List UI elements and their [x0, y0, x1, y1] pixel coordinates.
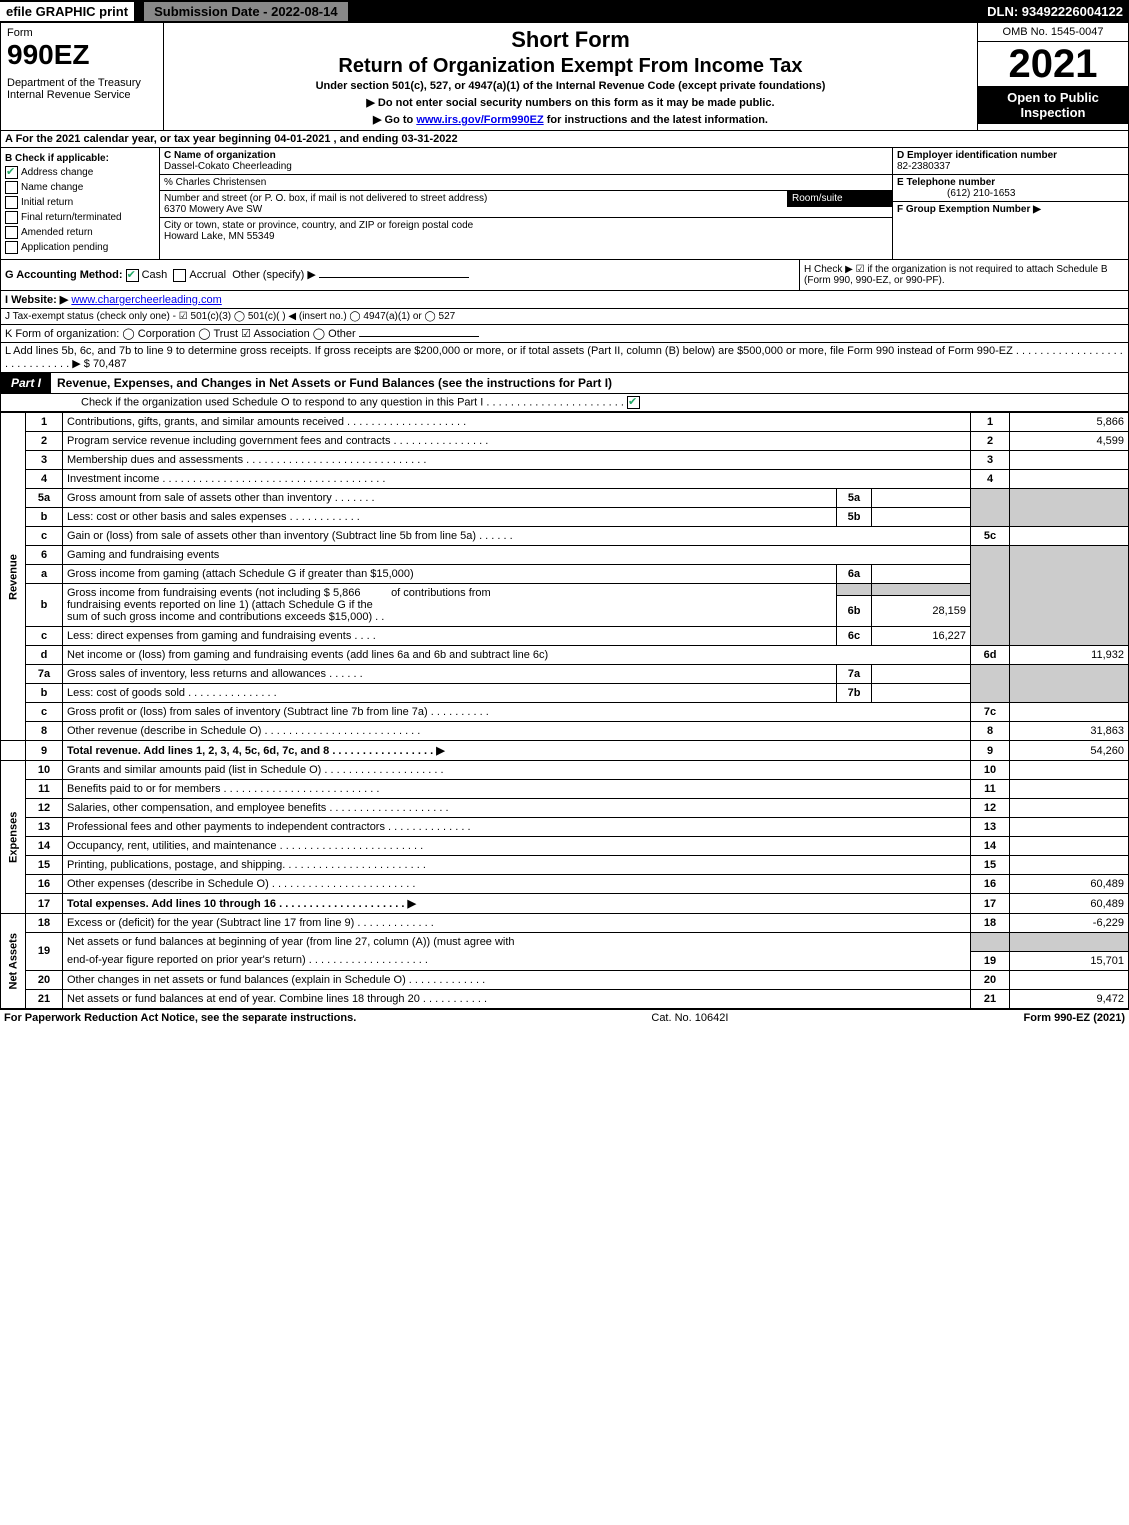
- other-org-line[interactable]: [359, 336, 479, 337]
- row-6b-desc: Gross income from fundraising events (no…: [63, 584, 837, 627]
- chk-cash[interactable]: [126, 269, 139, 282]
- short-form-title: Short Form: [172, 27, 969, 53]
- val-16: 60,489: [1010, 875, 1129, 894]
- part1-title: Revenue, Expenses, and Changes in Net As…: [51, 373, 1128, 393]
- line-A: A For the 2021 calendar year, or tax yea…: [1, 131, 1128, 148]
- part1-check-line: Check if the organization used Schedule …: [1, 394, 1128, 412]
- val-17: 60,489: [1010, 894, 1129, 914]
- info-grid: B Check if applicable: Address change Na…: [1, 148, 1128, 260]
- irs-link[interactable]: www.irs.gov/Form990EZ: [416, 114, 543, 126]
- street-label: Number and street (or P. O. box, if mail…: [164, 193, 487, 204]
- col-C: C Name of organization Dassel-Cokato Che…: [160, 148, 893, 259]
- footer-left: For Paperwork Reduction Act Notice, see …: [4, 1012, 356, 1024]
- header-right: OMB No. 1545-0047 2021 Open to Public In…: [977, 23, 1128, 130]
- val-6c: 16,227: [872, 627, 971, 646]
- org-name: Dassel-Cokato Cheerleading: [164, 161, 292, 172]
- form-container: Form 990EZ Department of the Treasury In…: [0, 22, 1129, 1010]
- chk-initial-return[interactable]: Initial return: [5, 196, 155, 209]
- street-block: Number and street (or P. O. box, if mail…: [160, 191, 892, 218]
- chk-schedule-o[interactable]: [627, 396, 640, 409]
- expenses-side-label: Expenses: [1, 761, 26, 914]
- chk-final-return[interactable]: Final return/terminated: [5, 211, 155, 224]
- val-18: -6,229: [1010, 914, 1129, 933]
- form-header: Form 990EZ Department of the Treasury In…: [1, 23, 1128, 131]
- top-bar: efile GRAPHIC print Submission Date - 20…: [0, 0, 1129, 22]
- part1-table: Revenue 1 Contributions, gifts, grants, …: [1, 412, 1128, 1009]
- part1-header: Part I Revenue, Expenses, and Changes in…: [1, 373, 1128, 394]
- efile-label: efile GRAPHIC print: [0, 2, 134, 21]
- goto-post: for instructions and the latest informat…: [544, 114, 768, 126]
- header-center: Short Form Return of Organization Exempt…: [164, 23, 977, 130]
- line-H: H Check ▶ ☑ if the organization is not r…: [799, 260, 1128, 290]
- netassets-side-label: Net Assets: [1, 914, 26, 1009]
- part1-tab: Part I: [1, 373, 51, 393]
- L-value: 70,487: [93, 358, 127, 370]
- other-specify-line[interactable]: [319, 277, 469, 278]
- line-K: K Form of organization: ◯ Corporation ◯ …: [1, 325, 1128, 343]
- goto-line: ▶ Go to www.irs.gov/Form990EZ for instru…: [172, 113, 969, 126]
- form-number: 990EZ: [7, 39, 157, 71]
- C-label: C Name of organization: [164, 150, 276, 161]
- org-name-block: C Name of organization Dassel-Cokato Che…: [160, 148, 892, 175]
- val-21: 9,472: [1010, 989, 1129, 1008]
- checkbox-icon: [5, 166, 18, 179]
- department: Department of the Treasury Internal Reve…: [7, 77, 157, 101]
- omb-number: OMB No. 1545-0047: [978, 23, 1128, 42]
- G-label: G Accounting Method:: [5, 269, 123, 281]
- goto-pre: ▶ Go to: [373, 114, 416, 126]
- group-exemption: F Group Exemption Number ▶: [893, 202, 1128, 217]
- val-1: 5,866: [1010, 413, 1129, 432]
- val-19: 15,701: [1010, 951, 1129, 970]
- form-word: Form: [7, 27, 157, 39]
- chk-amended[interactable]: Amended return: [5, 226, 155, 239]
- city-label: City or town, state or province, country…: [164, 220, 473, 231]
- G-H-row: G Accounting Method: Cash Accrual Other …: [1, 260, 1128, 291]
- B-title: B Check if applicable:: [5, 153, 155, 164]
- return-title: Return of Organization Exempt From Incom…: [172, 55, 969, 78]
- checkbox-icon: [5, 211, 18, 224]
- col-D: D Employer identification number 82-2380…: [893, 148, 1128, 259]
- chk-name-change[interactable]: Name change: [5, 181, 155, 194]
- tax-year: 2021: [978, 42, 1128, 86]
- val-2: 4,599: [1010, 432, 1129, 451]
- tel-label: E Telephone number: [897, 177, 995, 188]
- val-6b: 28,159: [872, 595, 971, 626]
- chk-address-change[interactable]: Address change: [5, 166, 155, 179]
- line-G: G Accounting Method: Cash Accrual Other …: [1, 260, 799, 290]
- chk-app-pending[interactable]: Application pending: [5, 241, 155, 254]
- footer-right: Form 990-EZ (2021): [1024, 1012, 1125, 1024]
- tel: (612) 210-1653: [897, 188, 1015, 199]
- checkbox-icon: [5, 241, 18, 254]
- line-I: I Website: ▶ www.chargercheerleading.com: [1, 291, 1128, 309]
- care-of: % Charles Christensen: [160, 175, 892, 191]
- checkbox-icon: [5, 226, 18, 239]
- col-B: B Check if applicable: Address change Na…: [1, 148, 160, 259]
- city: Howard Lake, MN 55349: [164, 231, 275, 242]
- website-link[interactable]: www.chargercheerleading.com: [71, 294, 221, 306]
- footer: For Paperwork Reduction Act Notice, see …: [0, 1010, 1129, 1026]
- open-inspection: Open to Public Inspection: [978, 86, 1128, 124]
- line-J: J Tax-exempt status (check only one) - ☑…: [1, 309, 1128, 325]
- line-L: L Add lines 5b, 6c, and 7b to line 9 to …: [1, 343, 1128, 373]
- city-block: City or town, state or province, country…: [160, 218, 892, 244]
- ssn-warning: ▶ Do not enter social security numbers o…: [172, 96, 969, 109]
- street: 6370 Mowery Ave SW: [164, 204, 262, 215]
- checkbox-icon: [5, 181, 18, 194]
- submission-date: Submission Date - 2022-08-14: [144, 2, 348, 21]
- val-6d: 11,932: [1010, 646, 1129, 665]
- footer-mid: Cat. No. 10642I: [651, 1012, 728, 1024]
- under-section: Under section 501(c), 527, or 4947(a)(1)…: [172, 80, 969, 92]
- dln: DLN: 93492226004122: [987, 4, 1129, 19]
- val-8: 31,863: [1010, 722, 1129, 741]
- ein-block: D Employer identification number 82-2380…: [893, 148, 1128, 175]
- ein: 82-2380337: [897, 161, 950, 172]
- header-left: Form 990EZ Department of the Treasury In…: [1, 23, 164, 130]
- ein-label: D Employer identification number: [897, 150, 1057, 161]
- chk-accrual[interactable]: [173, 269, 186, 282]
- room-suite-label: Room/suite: [787, 191, 892, 207]
- checkbox-icon: [5, 196, 18, 209]
- tel-block: E Telephone number (612) 210-1653: [893, 175, 1128, 202]
- val-9: 54,260: [1010, 741, 1129, 761]
- revenue-side-label: Revenue: [1, 413, 26, 741]
